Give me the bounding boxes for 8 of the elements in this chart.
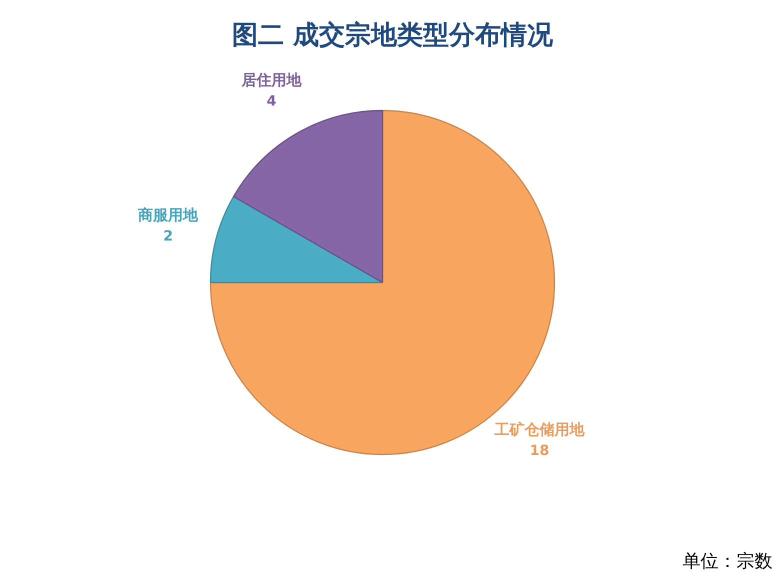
chart-title: 图二 成交宗地类型分布情况 bbox=[232, 20, 554, 50]
text: 单位：宗数 bbox=[682, 551, 772, 572]
data-label: 18 bbox=[530, 442, 550, 459]
data-label: 2 bbox=[163, 228, 173, 245]
slice-label: 工矿仓储用地 bbox=[493, 420, 586, 438]
data-label: 4 bbox=[266, 94, 277, 110]
slice-label: 居住用地 bbox=[240, 71, 302, 90]
slice-label: 商服用地 bbox=[137, 206, 200, 224]
